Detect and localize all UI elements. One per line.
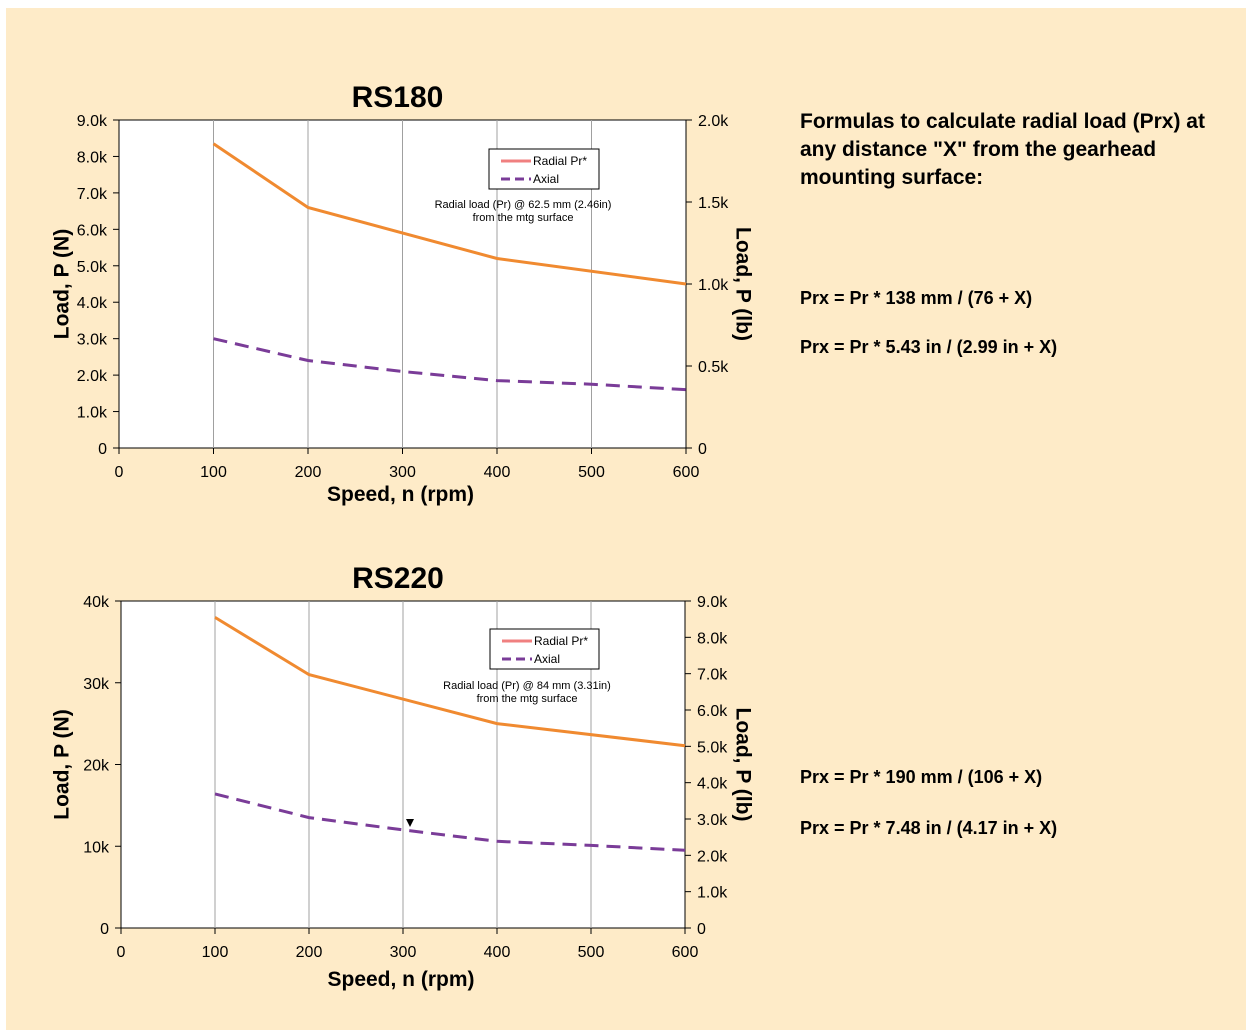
x-tick-label: 300	[389, 464, 416, 481]
y2-tick-label: 0	[697, 921, 706, 938]
x-tick-label: 100	[202, 944, 229, 961]
chart-rs180: 0 100 200 300 400 500 600 0 1.0k 2.0k 3.0k 4.0k 5.0k…	[51, 81, 755, 506]
chart-title: RS220	[352, 562, 444, 595]
y2-tick-label: 0	[698, 441, 707, 458]
legend-box	[488, 148, 600, 190]
legend-label: Radial Pr*	[534, 634, 588, 648]
y2-tick-label: 8.0k	[697, 630, 728, 647]
annotation-text: from the mtg surface	[477, 693, 578, 705]
x-axis-label: Speed, n (rpm)	[327, 483, 474, 506]
y2-tick-label: 2.0k	[697, 848, 728, 865]
chart-title: RS180	[352, 81, 444, 114]
x-tick-label: 600	[673, 464, 700, 481]
annotation-text: Radial load (Pr) @ 62.5 mm (2.46in)	[435, 199, 612, 211]
y-axis-label: Load, P (N)	[51, 709, 74, 819]
x-tick-label: 300	[390, 944, 417, 961]
header-strip	[0, 0, 1248, 8]
legend-label: Radial Pr*	[533, 154, 587, 168]
x-axis-label: Speed, n (rpm)	[327, 968, 474, 991]
y2-axis-label: Load, P (lb)	[731, 227, 754, 341]
formula-heading: Formulas to calculate radial load (Prx) …	[800, 110, 1205, 189]
y2-tick-label: 1.5k	[698, 195, 729, 212]
annotation-text: Radial load (Pr) @ 84 mm (3.31in)	[443, 680, 611, 692]
y-tick-label: 30k	[83, 676, 110, 693]
y2-tick-label: 6.0k	[697, 703, 728, 720]
y-axis-label: Load, P (N)	[51, 229, 74, 339]
y-tick-label: 3.0k	[77, 332, 108, 349]
y-tick-label: 4.0k	[77, 295, 108, 312]
y2-tick-label: 4.0k	[697, 776, 728, 793]
annotation-text: from the mtg surface	[473, 212, 574, 224]
y2-tick-label: 1.0k	[697, 885, 728, 902]
x-tick-label: 200	[295, 464, 322, 481]
y-tick-label: 2.0k	[77, 368, 108, 385]
y2-tick-label: 7.0k	[697, 667, 728, 684]
legend-box	[489, 628, 600, 670]
y2-tick-label: 3.0k	[697, 812, 728, 829]
y2-tick-label: 1.0k	[698, 277, 729, 294]
y2-tick-label: 2.0k	[698, 113, 729, 130]
formula-rs180-in: Prx = Pr * 5.43 in / (2.99 in + X)	[800, 337, 1058, 357]
series-line-radial	[214, 616, 686, 748]
legend-label: Axial	[534, 652, 560, 666]
legend-label: Axial	[533, 172, 559, 186]
x-tick-label: 400	[484, 464, 511, 481]
x-tick-label: 500	[578, 464, 605, 481]
x-tick-label: 0	[115, 464, 124, 481]
y-tick-label: 0	[100, 921, 109, 938]
x-tick-label: 500	[578, 944, 605, 961]
y2-tick-label: 0.5k	[698, 359, 729, 376]
series-line-radial	[212, 142, 687, 286]
formula-rs220-in: Prx = Pr * 7.48 in / (4.17 in + X)	[800, 818, 1058, 838]
y-tick-label: 7.0k	[77, 186, 108, 203]
y-tick-label: 5.0k	[77, 259, 108, 276]
y-tick-label: 20k	[83, 758, 110, 775]
y2-tick-label: 5.0k	[697, 739, 728, 756]
chart-rs220: 0 100 200 300 400 500 600 0 10k 20k 30k 40k 0 1.0k 2.0…	[51, 562, 755, 991]
y-tick-label: 9.0k	[77, 113, 108, 130]
x-tick-label: 100	[200, 464, 227, 481]
x-tick-label: 200	[296, 944, 323, 961]
y2-axis-label: Load, P (lb)	[731, 708, 754, 822]
y-tick-label: 40k	[83, 594, 110, 611]
y-tick-label: 1.0k	[77, 405, 108, 422]
series-line-axial	[213, 337, 687, 392]
y-tick-label: 0	[98, 441, 107, 458]
y2-tick-label: 9.0k	[697, 594, 728, 611]
formula-rs220-mm: Prx = Pr * 190 mm / (106 + X)	[800, 767, 1043, 787]
x-tick-label: 600	[672, 944, 699, 961]
x-tick-label: 400	[484, 944, 511, 961]
y-tick-label: 10k	[83, 839, 110, 856]
cursor-marker-icon	[406, 819, 414, 827]
x-tick-label: 0	[117, 944, 126, 961]
series-line-axial	[214, 792, 686, 852]
formula-rs180-mm: Prx = Pr * 138 mm / (76 + X)	[800, 288, 1033, 308]
y-tick-label: 6.0k	[77, 222, 108, 239]
y-tick-label: 8.0k	[77, 149, 108, 166]
